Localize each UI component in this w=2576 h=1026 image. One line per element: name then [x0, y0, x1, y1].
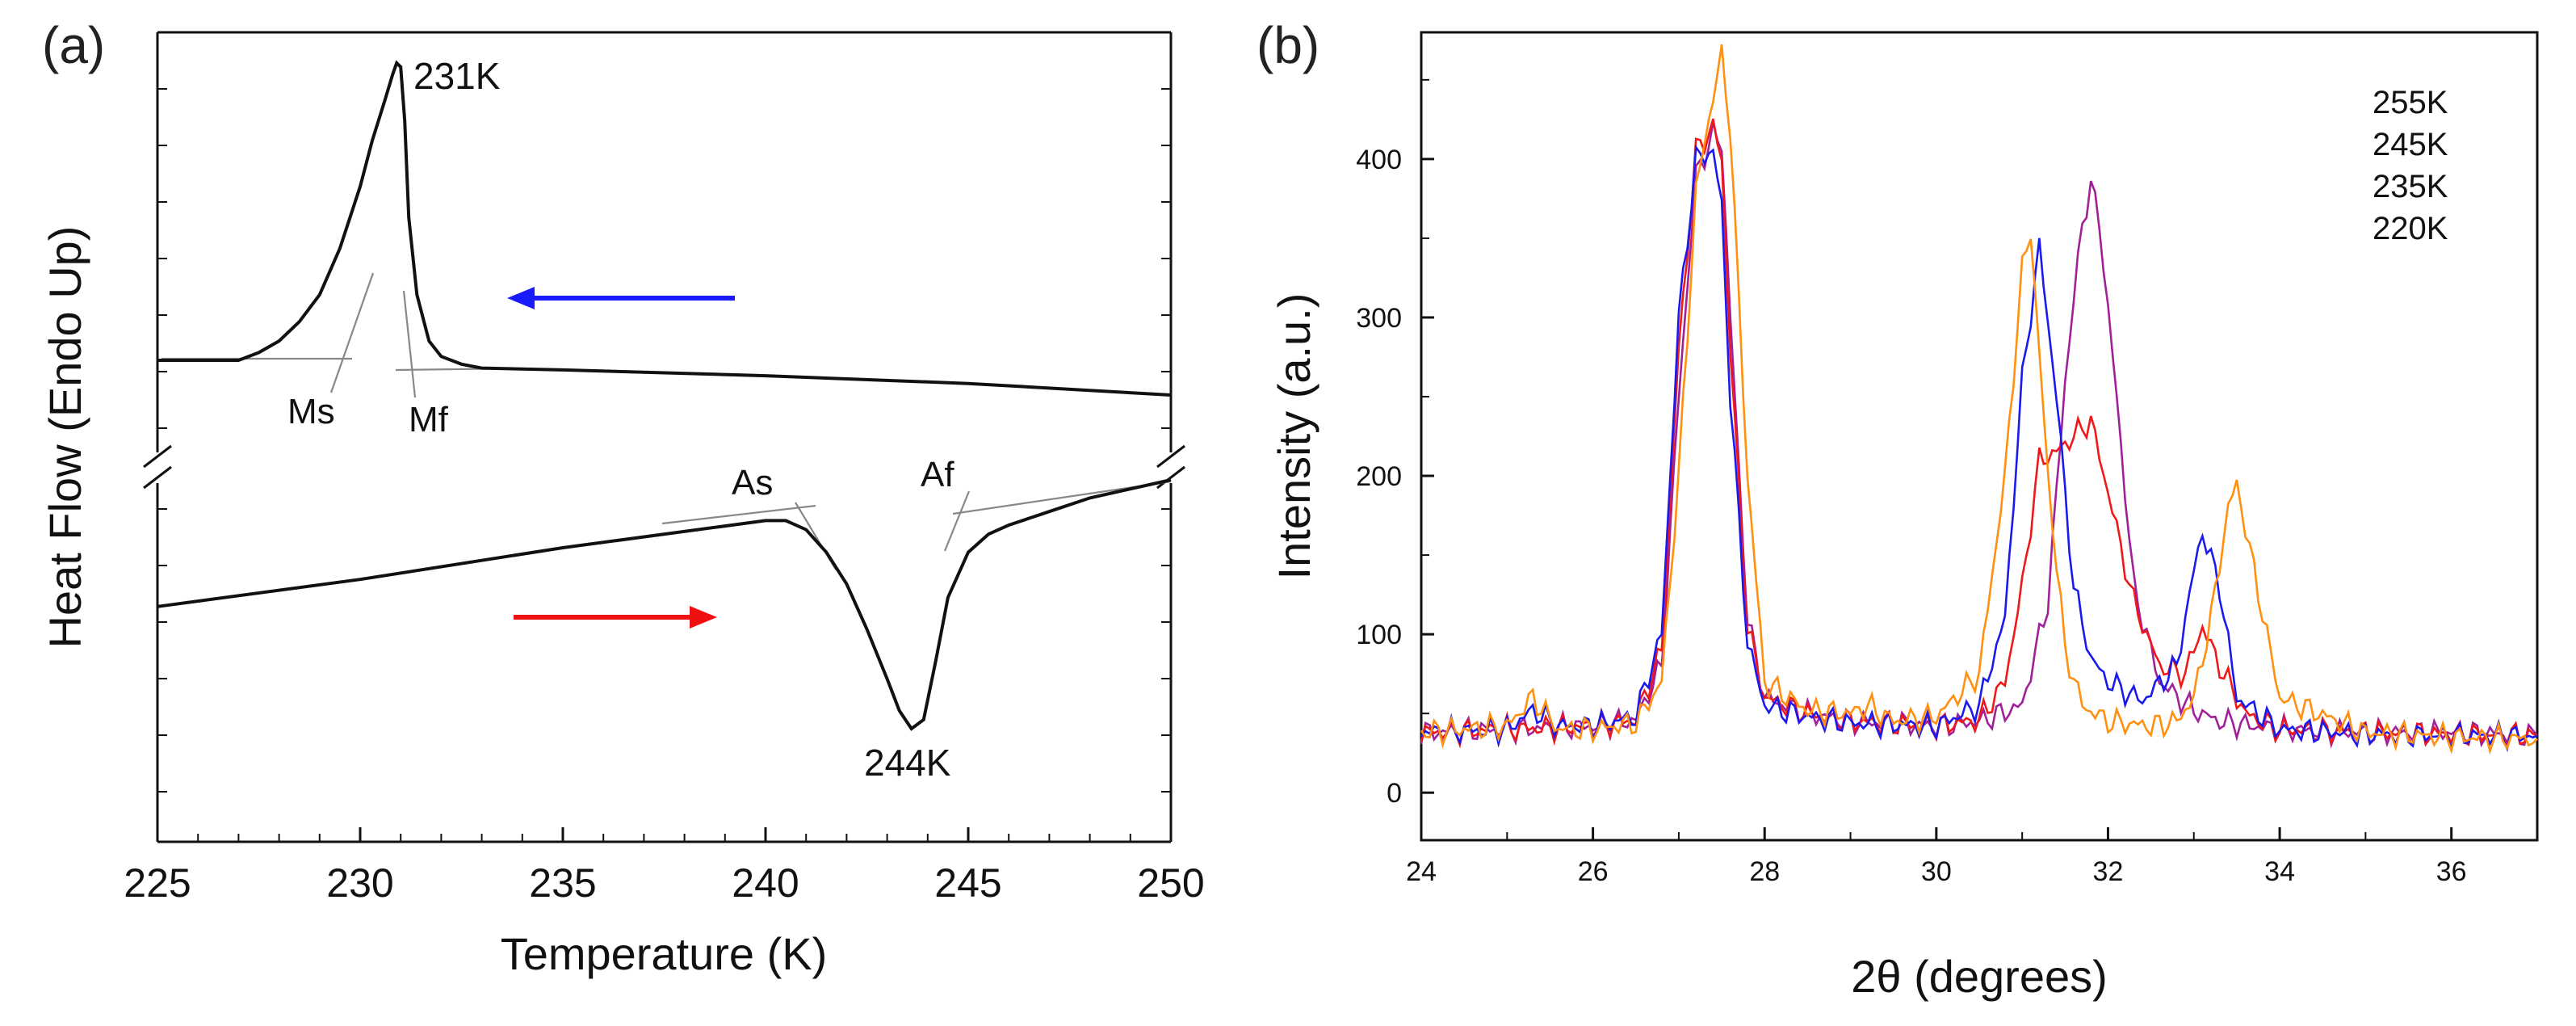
axis-break-left	[143, 444, 172, 490]
peak-231k-label: 231K	[413, 55, 501, 97]
af-label: Af	[921, 455, 954, 494]
panel-b-x-tick-label: 34	[2264, 856, 2295, 887]
panel-b-x-axis-title: 2θ (degrees)	[1851, 951, 2108, 1002]
legend-220k: 220K	[2373, 211, 2448, 246]
panel-a-frame	[156, 31, 1173, 843]
panel-a-x-ticks: 225 230 235 240 245 250	[124, 827, 1205, 906]
panel-a-dsc-chart: (a) 225 230 235 240 245 250	[40, 16, 1205, 979]
panel-b-y-tick-label: 400	[1356, 145, 1402, 175]
series-line-220k	[1420, 44, 2538, 755]
panel-a-y-ticks	[157, 32, 1171, 793]
af-slope-tangent	[943, 490, 971, 552]
panel-b-x-ticks: 24 26 28 30 32 34 36	[1406, 827, 2467, 887]
heating-direction-arrow	[514, 606, 717, 629]
panel-b-y-ticks: 0 100 200 300 400	[1356, 78, 1434, 809]
cooling-curve	[157, 60, 1172, 397]
panel-a-x-tick-label: 225	[124, 860, 191, 906]
panel-b-y-tick-label: 300	[1356, 303, 1402, 334]
mf-slope-tangent	[402, 290, 417, 398]
legend: 255K 245K 235K 220K	[2373, 85, 2448, 246]
axis-break-right	[1156, 444, 1185, 490]
panel-a-label: (a)	[42, 16, 105, 74]
panel-b-frame	[1420, 31, 2539, 842]
ms-slope-tangent	[329, 272, 375, 393]
panel-b-y-tick-label: 200	[1356, 461, 1402, 492]
panel-a-x-axis-title: Temperature (K)	[501, 928, 828, 979]
panel-b-y-axis-title: Intensity (a.u.)	[1269, 293, 1319, 580]
legend-235k: 235K	[2373, 169, 2448, 204]
panel-a-x-tick-label: 245	[934, 860, 1001, 906]
panel-b-label: (b)	[1257, 16, 1319, 74]
series-line-235k	[1420, 144, 2538, 753]
panel-b-x-tick-label: 32	[2093, 856, 2124, 887]
mf-label: Mf	[409, 400, 449, 439]
panel-a-x-tick-label: 250	[1137, 860, 1204, 906]
panel-a-y-axis-title: Heat Flow (Endo Up)	[40, 226, 90, 649]
panel-b-x-tick-label: 26	[1578, 856, 1609, 887]
panel-a-x-tick-label: 235	[529, 860, 596, 906]
panel-b-series	[1420, 44, 2539, 755]
panel-a-x-tick-label: 230	[326, 860, 393, 906]
heating-curve	[157, 478, 1172, 731]
panel-b-xrd-chart: (b) 0 100 200 300 400 24 26 28 30 32 34 36 255K 24…	[1257, 16, 2539, 1002]
panel-b-x-tick-label: 36	[2436, 856, 2467, 887]
panel-b-x-tick-label: 28	[1749, 856, 1780, 887]
series-line-255k	[1420, 121, 2539, 749]
cooling-direction-arrow	[507, 287, 735, 309]
panel-b-x-tick-label: 24	[1406, 856, 1437, 887]
panel-b-x-tick-label: 30	[1921, 856, 1952, 887]
ms-label: Ms	[287, 392, 335, 431]
as-label: As	[732, 463, 773, 502]
legend-245k: 245K	[2373, 127, 2448, 162]
as-baseline-tangent	[661, 504, 816, 525]
legend-255k: 255K	[2373, 85, 2448, 120]
panel-b-y-tick-label: 100	[1356, 620, 1402, 650]
panel-a-x-tick-label: 240	[732, 860, 799, 906]
panel-b-y-tick-label: 0	[1387, 778, 1402, 809]
series-line-245k	[1420, 118, 2538, 751]
peak-244k-label: 244K	[864, 742, 951, 784]
